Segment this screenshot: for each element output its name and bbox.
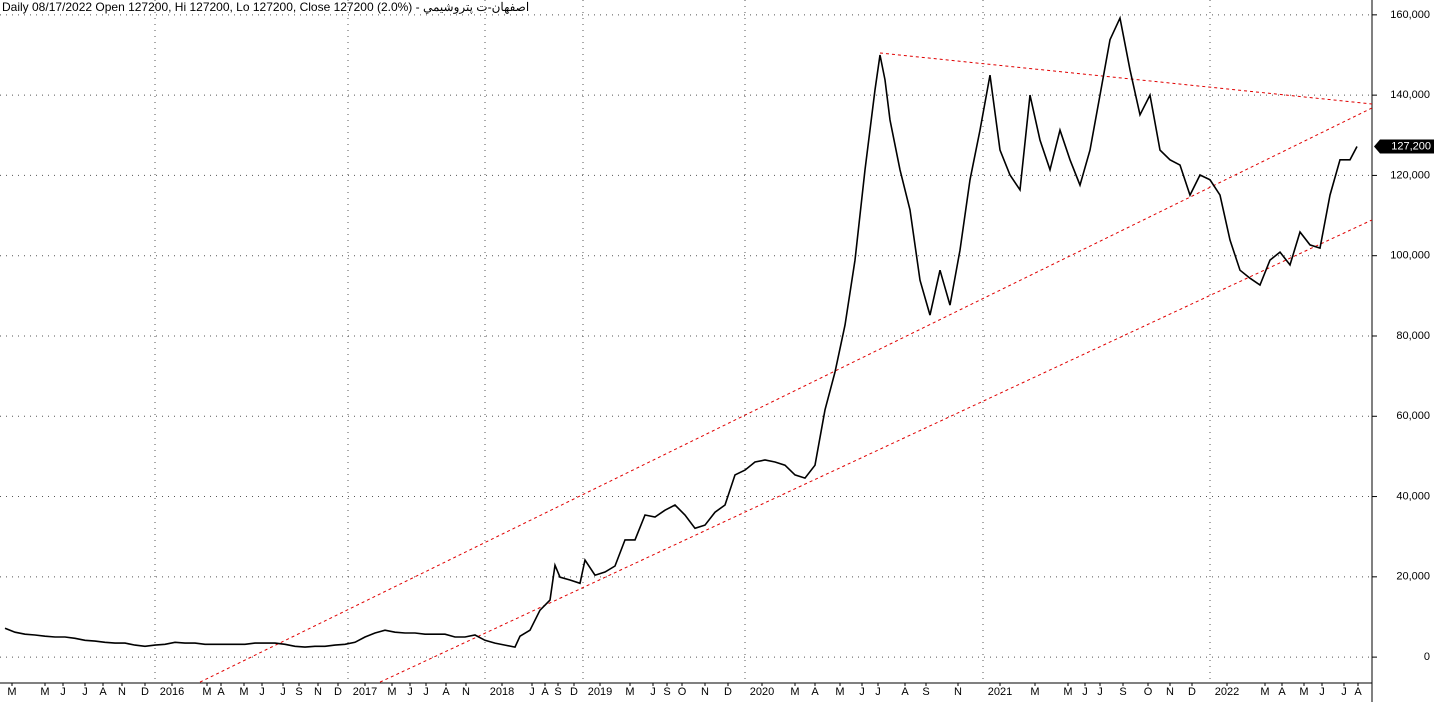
x-tick-label: J: [859, 686, 865, 698]
x-tick-label: N: [1166, 686, 1174, 698]
price-line: [4, 15, 1358, 649]
x-tick-label: S: [663, 686, 670, 698]
x-tick-label: S: [554, 686, 561, 698]
x-tick-label: N: [954, 686, 962, 698]
x-tick-label: J: [1341, 686, 1347, 698]
x-tick-label: A: [811, 686, 819, 698]
y-tick-label: 0: [1424, 651, 1430, 663]
x-tick-label: 2022: [1215, 686, 1239, 698]
x-tick-label: M: [40, 686, 49, 698]
trendline: [199, 107, 1373, 683]
x-tick-label: A: [1278, 686, 1286, 698]
x-tick-label: M: [7, 686, 16, 698]
y-tick-label: 60,000: [1396, 410, 1430, 422]
chart-title: اصفهان-ت پتروشيمي - Daily 08/17/2022 Ope…: [2, 0, 529, 14]
x-tick-label: J: [82, 686, 88, 698]
x-tick-label: A: [541, 686, 549, 698]
y-tick-label: 120,000: [1390, 169, 1430, 181]
x-tick-label: M: [835, 686, 844, 698]
x-tick-label: J: [259, 686, 265, 698]
x-tick-label: M: [1260, 686, 1269, 698]
x-tick-label: S: [922, 686, 929, 698]
x-tick-label: N: [701, 686, 709, 698]
x-tick-label: J: [1097, 686, 1103, 698]
x-tick-label: D: [1188, 686, 1196, 698]
last-value-tag: [1374, 139, 1434, 154]
x-tick-label: D: [334, 686, 342, 698]
x-tick-label: D: [570, 686, 578, 698]
x-tick-label: 2016: [160, 686, 184, 698]
x-tick-label: J: [875, 686, 881, 698]
x-tick-label: O: [678, 686, 687, 698]
last-value-label: 127,200: [1391, 140, 1431, 152]
x-tick-label: S: [1119, 686, 1126, 698]
y-tick-label: 20,000: [1396, 571, 1430, 583]
y-tick-label: 140,000: [1390, 89, 1430, 101]
x-tick-label: J: [407, 686, 413, 698]
x-tick-label: J: [1082, 686, 1088, 698]
x-tick-label: O: [1144, 686, 1153, 698]
y-tick-label: 160,000: [1390, 9, 1430, 21]
x-tick-label: J: [280, 686, 286, 698]
x-tick-label: 2018: [490, 686, 514, 698]
x-tick-label: 2017: [353, 686, 377, 698]
x-tick-label: N: [462, 686, 470, 698]
x-tick-label: D: [724, 686, 732, 698]
x-tick-label: 2021: [988, 686, 1012, 698]
x-tick-label: M: [1299, 686, 1308, 698]
x-tick-label: A: [99, 686, 107, 698]
x-tick-label: M: [1063, 686, 1072, 698]
y-tick-label: 100,000: [1390, 250, 1430, 262]
x-tick-label: A: [1354, 686, 1362, 698]
x-tick-label: M: [625, 686, 634, 698]
x-tick-label: M: [239, 686, 248, 698]
x-tick-label: A: [217, 686, 225, 698]
x-tick-label: J: [423, 686, 429, 698]
x-tick-label: M: [387, 686, 396, 698]
x-tick-label: M: [202, 686, 211, 698]
x-tick-label: M: [1030, 686, 1039, 698]
x-tick-label: M: [790, 686, 799, 698]
y-tick-label: 80,000: [1396, 330, 1430, 342]
x-tick-label: A: [442, 686, 450, 698]
x-tick-label: N: [118, 686, 126, 698]
y-tick-label: 40,000: [1396, 490, 1430, 502]
x-tick-label: D: [141, 686, 149, 698]
trendline: [879, 52, 1373, 105]
x-tick-label: 2019: [588, 686, 612, 698]
x-tick-label: J: [60, 686, 66, 698]
x-tick-label: A: [901, 686, 909, 698]
x-tick-label: J: [529, 686, 535, 698]
x-tick-label: S: [295, 686, 302, 698]
x-tick-label: J: [650, 686, 656, 698]
x-tick-label: 2020: [750, 686, 774, 698]
x-tick-label: J: [1319, 686, 1325, 698]
x-tick-label: N: [314, 686, 322, 698]
